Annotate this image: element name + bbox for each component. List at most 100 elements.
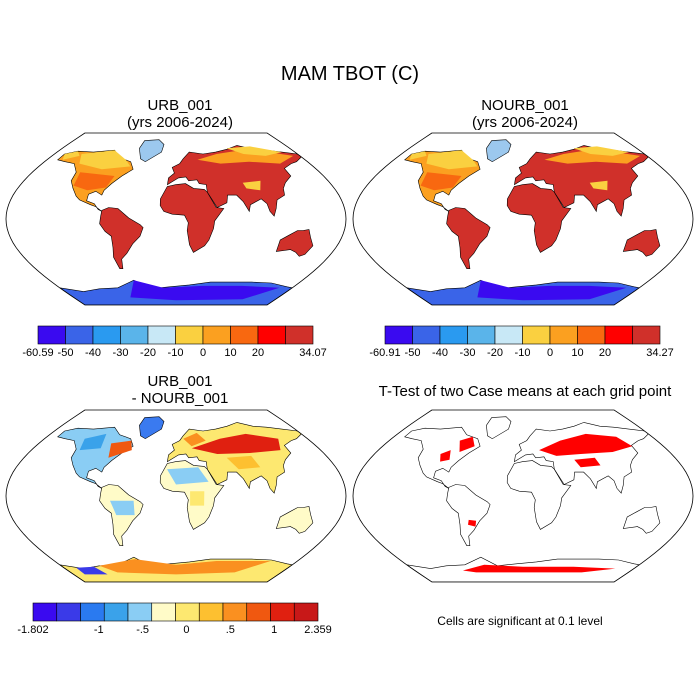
map-urb-clip-group	[6, 133, 346, 305]
colorbar-urb-swatch	[65, 325, 94, 345]
map-nourb	[352, 132, 694, 306]
colorbar-urb-tick-label: 0	[199, 347, 207, 359]
colorbar-nourb-tick-label: 10	[571, 347, 584, 359]
colorbar-diff-swatch	[270, 602, 295, 622]
map-urb-eurasia	[166, 145, 302, 217]
colorbar-urb-tick-label: -20	[140, 347, 156, 359]
map-nourb-australia	[622, 229, 661, 257]
colorbar-urb-swatch	[37, 325, 66, 345]
map-ttest-sig-asia	[574, 457, 601, 468]
colorbar-diff-tick-label: 1	[271, 624, 278, 636]
map-ttest-eurasia	[513, 422, 649, 494]
colorbar-urb-tick-label: 34.07	[299, 347, 327, 359]
colorbar-nourb	[384, 325, 661, 345]
map-ttest-africa	[506, 460, 572, 530]
colorbar-urb-swatch	[285, 325, 314, 345]
map-urb-outline	[5, 132, 347, 306]
map-urb-greenland	[139, 139, 165, 163]
colorbar-urb-tick-label: -50	[57, 347, 74, 359]
map-diff-scandinavia	[183, 432, 206, 447]
map-nourb-outline	[352, 132, 694, 306]
map-diff-central-asia	[226, 455, 261, 470]
colorbar-urb-swatch	[202, 325, 231, 345]
colorbar-diff-tick-label: -1.802	[17, 624, 49, 636]
colorbar-nourb-tick-label: -30	[459, 347, 476, 359]
colorbar-nourb-swatch	[522, 325, 551, 345]
map-nourb-tibet	[589, 180, 608, 191]
colorbar-diff-swatch	[151, 602, 176, 622]
colorbar-urb-swatch	[230, 325, 259, 345]
map-ttest-greenland	[486, 416, 512, 440]
panel-urb-title-line2: (yrs 2006-2024)	[127, 114, 233, 131]
map-urb-tibet	[242, 180, 261, 191]
map-nourb-arctic-coast	[573, 146, 629, 156]
map-nourb-greenland	[486, 139, 512, 163]
map-nourb-canada-cool	[426, 150, 478, 170]
colorbar-nourb-swatch	[494, 325, 523, 345]
map-nourb-clip-group	[353, 133, 693, 305]
colorbar-nourb-tick-label: 20	[598, 347, 612, 359]
map-diff-canada-west	[79, 433, 107, 451]
colorbar-diff-swatch	[293, 602, 319, 622]
map-nourb-southAmerica	[446, 207, 491, 269]
map-diff-congo	[190, 491, 205, 506]
map-ttest-southAmerica	[446, 484, 491, 546]
map-urb-alaska	[62, 151, 80, 160]
map-diff-brazil	[110, 500, 135, 516]
figure-title: MAM TBOT (C)	[280, 63, 420, 85]
map-diff-ross-cold	[76, 566, 108, 575]
panel-urb-title: URB_001 (yrs 2006-2024)	[50, 97, 310, 131]
map-nourb-alaska	[409, 151, 427, 160]
colorbar-diff-swatch	[127, 602, 153, 622]
colorbar-diff-swatch	[56, 602, 81, 622]
map-ttest	[352, 409, 694, 583]
map-ttest-northAmerica	[404, 426, 481, 489]
colorbar-urb-tick-label: 20	[251, 347, 265, 359]
map-ttest-sig-siberia	[539, 433, 633, 456]
colorbar-nourb-tick-label: 0	[546, 347, 554, 359]
colorbar-diff-swatch	[222, 602, 248, 622]
colorbar-nourb-swatch	[439, 325, 468, 345]
map-ttest-outline	[352, 409, 694, 583]
colorbar-nourb-tick-label: -60.91	[369, 347, 401, 359]
colorbar-diff-swatch	[246, 602, 271, 622]
colorbar-diff-swatch	[103, 602, 129, 622]
colorbar-nourb-swatch	[384, 325, 413, 345]
map-diff-greenland	[139, 416, 165, 440]
colorbar-nourb-tick-label: -20	[487, 347, 503, 359]
map-urb-australia	[275, 229, 314, 257]
map-ttest-sig-antarctica	[462, 564, 616, 573]
colorbar-nourb-swatch	[549, 325, 578, 345]
colorbar-urb-tick-label: -60.59	[22, 347, 54, 359]
map-diff-clip-group	[6, 410, 346, 582]
colorbar-diff-swatch	[175, 602, 200, 622]
map-diff-northAmerica	[57, 426, 134, 489]
map-diff-antarctic-warm	[99, 559, 271, 575]
panel-urb-title-line1: URB_001	[147, 97, 213, 114]
map-ttest-clip-group	[353, 410, 693, 582]
colorbar-diff-tick-label: -.5	[136, 624, 150, 636]
colorbar-diff-swatch	[198, 602, 224, 622]
map-nourb-eurasia	[513, 145, 649, 217]
map-ttest-sig-canada	[459, 436, 475, 452]
colorbar-diff-swatch	[32, 602, 58, 622]
panel-nourb-title-line2: (yrs 2006-2024)	[472, 114, 578, 131]
colorbar-urb-swatch	[175, 325, 204, 345]
map-nourb-africa	[506, 183, 572, 253]
panel-nourb-title-line1: NOURB_001	[481, 97, 569, 114]
colorbar-nourb-tick-label: -40	[432, 347, 448, 359]
map-urb-usa-warm	[73, 172, 115, 191]
colorbar-diff	[32, 602, 319, 622]
map-urb-africa	[159, 183, 225, 253]
colorbar-urb-tick-label: -10	[167, 347, 184, 359]
colorbar-urb-swatch	[147, 325, 176, 345]
colorbar-urb-swatch	[257, 325, 286, 345]
map-ttest-ocean	[353, 410, 693, 582]
colorbar-diff-tick-label: 2.359	[304, 624, 332, 636]
colorbar-diff-tick-label: -1	[93, 624, 104, 636]
panel-diff-title-line1: URB_001	[147, 373, 213, 390]
map-nourb-antarctic-core	[477, 280, 627, 301]
map-diff-australia	[275, 506, 314, 534]
map-urb-canada-cool	[79, 150, 131, 170]
colorbar-urb	[37, 325, 314, 345]
